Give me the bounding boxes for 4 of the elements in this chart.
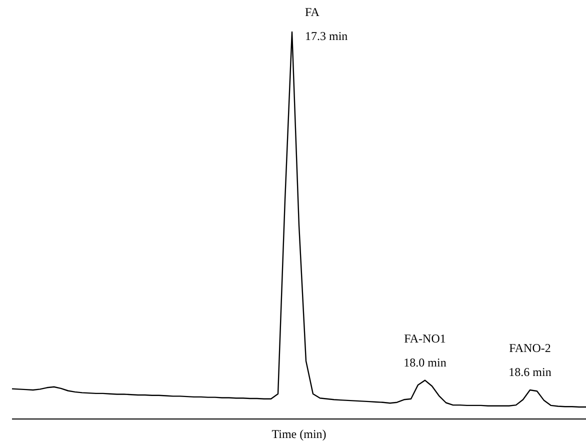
x-axis-title: Time (min) [272,427,326,441]
annotation: FA-NO1 18.0 min [404,331,446,370]
annotation: FA 17.3 min [305,5,348,43]
annotation: FANO-2 18.6 min [508,340,552,379]
